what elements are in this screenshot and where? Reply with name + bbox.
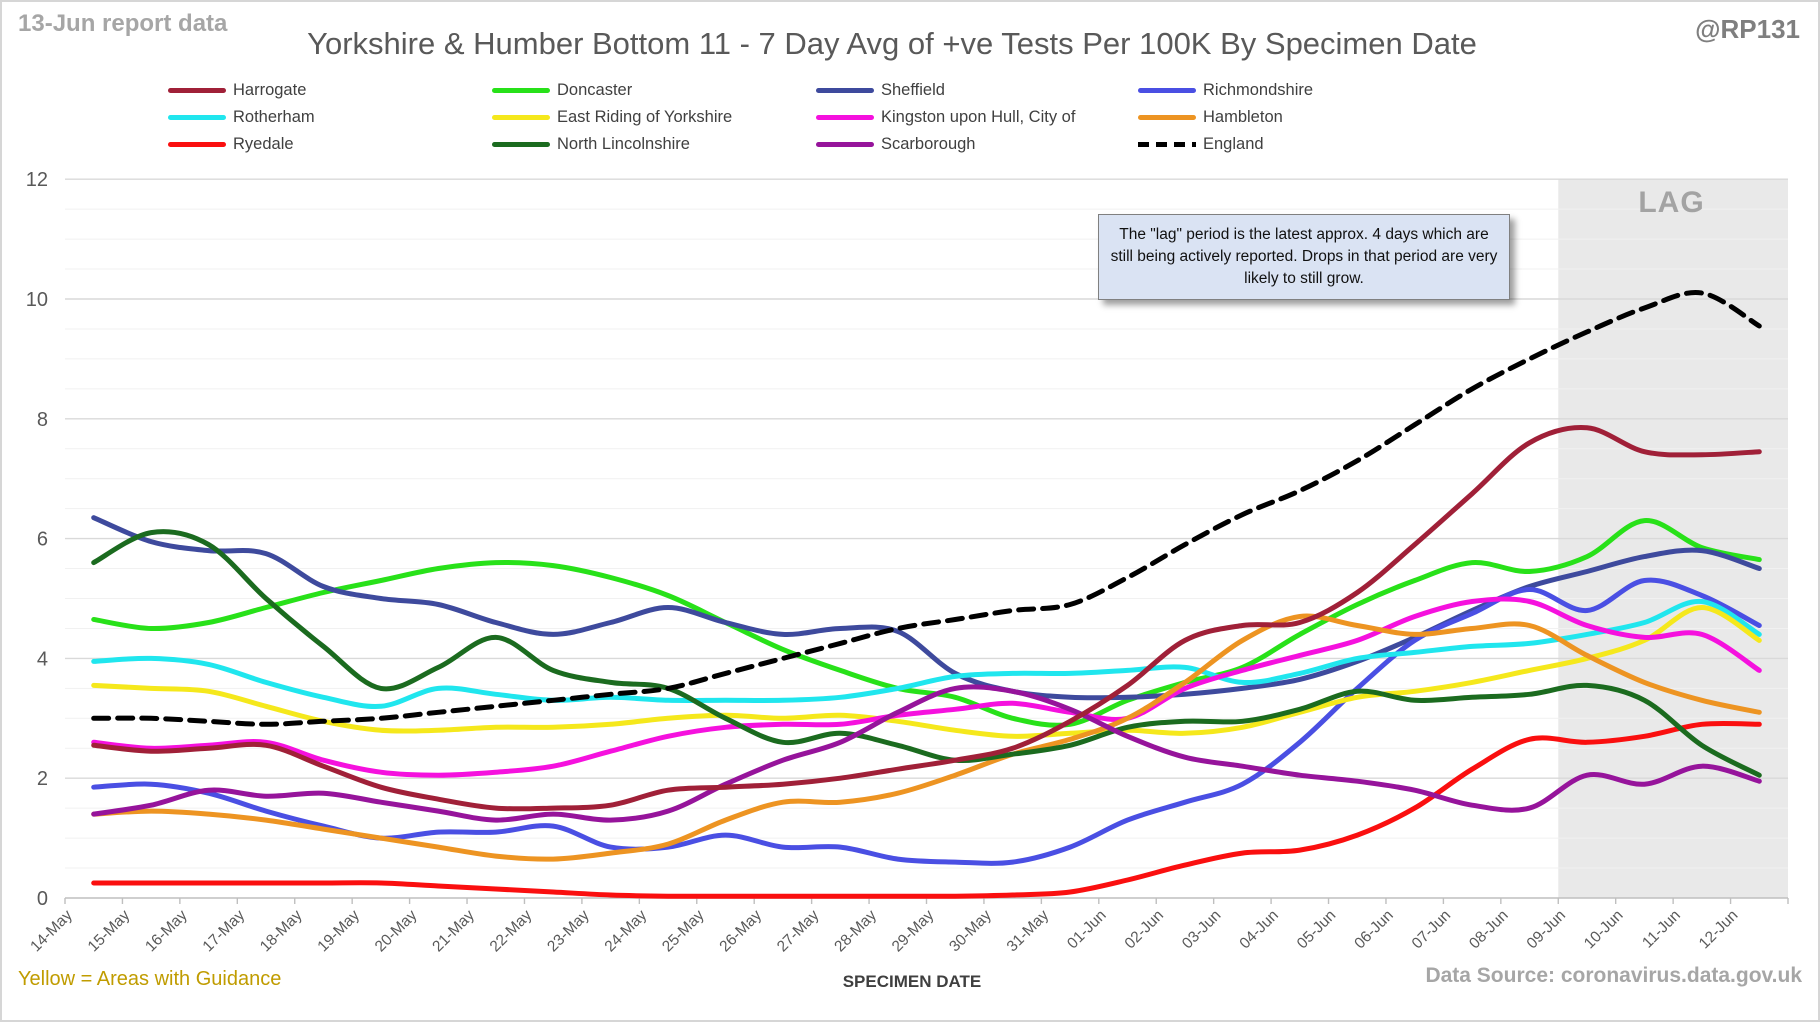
- data-source-note: Data Source: coronavirus.data.gov.uk: [1425, 964, 1802, 987]
- legend-label: Hambleton: [1203, 107, 1283, 126]
- x-tick-label: 17-May: [200, 907, 249, 956]
- legend-label: Kingston upon Hull, City of: [881, 107, 1076, 126]
- legend-label: Rotherham: [233, 107, 315, 126]
- x-tick-label: 27-May: [774, 907, 823, 956]
- x-tick-label: 29-May: [889, 907, 938, 956]
- series-line-kingston-upon-hull-city-of: [91, 596, 1762, 778]
- y-tick-label: 10: [26, 289, 48, 311]
- series-line-rotherham: [91, 598, 1762, 710]
- legend-swatch: [168, 87, 226, 93]
- series-line-north-lincolnshire: [91, 529, 1762, 778]
- x-tick-label: 10-Jun: [1581, 907, 1627, 953]
- series-line-england: [91, 290, 1762, 727]
- x-tick-label: 22-May: [487, 907, 536, 956]
- x-tick-label: 15-May: [85, 907, 134, 956]
- x-tick-label: 12-Jun: [1696, 907, 1742, 953]
- guidance-note: Yellow = Areas with Guidance: [18, 968, 282, 990]
- legend-label: England: [1203, 134, 1264, 153]
- x-tick-label: 20-May: [372, 907, 421, 956]
- y-tick-label: 8: [37, 409, 48, 431]
- legend-label: East Riding of Yorkshire: [557, 107, 733, 126]
- x-tick-label: 18-May: [257, 907, 306, 956]
- legend-label: Scarborough: [881, 134, 976, 153]
- legend-item-ryedale: Ryedale: [168, 134, 294, 154]
- lag-annotation-box: The "lag" period is the latest approx. 4…: [1098, 214, 1510, 300]
- series-line-scarborough: [91, 684, 1762, 823]
- y-tick-label: 4: [37, 648, 48, 670]
- x-tick-label: 02-Jun: [1122, 907, 1168, 953]
- legend-swatch: [492, 114, 550, 120]
- legend-swatch: [492, 87, 550, 93]
- legend-label: Ryedale: [233, 134, 294, 153]
- x-tick-label: 16-May: [142, 907, 191, 956]
- series-line-harrogate: [91, 425, 1762, 812]
- legend-item-north-lincolnshire: North Lincolnshire: [492, 134, 690, 154]
- x-tick-label: 05-Jun: [1294, 907, 1340, 953]
- legend-label: Harrogate: [233, 80, 307, 99]
- chart-title: Yorkshire & Humber Bottom 11 - 7 Day Avg…: [307, 26, 1477, 61]
- x-tick-label: 04-Jun: [1236, 907, 1282, 953]
- legend-item-england: England: [1138, 134, 1264, 154]
- series-line-sheffield: [91, 515, 1762, 701]
- series-line-hambleton: [91, 613, 1762, 862]
- legend-label: Richmondshire: [1203, 80, 1314, 99]
- series-line-east-riding-of-yorkshire: [91, 605, 1762, 739]
- x-tick-label: 21-May: [429, 907, 478, 956]
- legend-swatch: [1138, 141, 1196, 147]
- x-tick-label: 06-Jun: [1351, 907, 1397, 953]
- x-tick-label: 14-May: [27, 907, 76, 956]
- author-handle: @RP131: [1695, 14, 1800, 44]
- legend-item-scarborough: Scarborough: [816, 134, 975, 154]
- x-tick-label: 26-May: [716, 907, 765, 956]
- y-tick-label: 12: [26, 169, 48, 191]
- legend-swatch: [492, 141, 550, 147]
- legend-item-hambleton: Hambleton: [1138, 107, 1283, 127]
- y-tick-label: 0: [37, 888, 48, 910]
- legend-label: Doncaster: [557, 80, 633, 99]
- legend-swatch: [1138, 114, 1196, 120]
- legend-swatch: [168, 114, 226, 120]
- legend-item-doncaster: Doncaster: [492, 80, 632, 100]
- legend-label: Sheffield: [881, 80, 945, 99]
- legend-swatch: [816, 114, 874, 120]
- x-tick-label: 09-Jun: [1524, 907, 1570, 953]
- lag-region-label: LAG: [1638, 186, 1705, 219]
- legend-item-richmondshire: Richmondshire: [1138, 80, 1313, 100]
- x-tick-label: 01-Jun: [1064, 907, 1110, 953]
- x-tick-label: 19-May: [314, 907, 363, 956]
- x-tick-label: 31-May: [1004, 907, 1053, 956]
- legend-item-sheffield: Sheffield: [816, 80, 945, 100]
- x-tick-label: 23-May: [544, 907, 593, 956]
- legend-item-rotherham: Rotherham: [168, 107, 315, 127]
- legend-swatch: [816, 87, 874, 93]
- x-tick-label: 07-Jun: [1409, 907, 1455, 953]
- legend-swatch: [1138, 87, 1196, 93]
- series-line-ryedale: [91, 720, 1762, 899]
- x-tick-label: 24-May: [602, 907, 651, 956]
- x-axis-title: SPECIMEN DATE: [842, 972, 982, 991]
- y-tick-label: 6: [37, 529, 48, 551]
- y-tick-label: 2: [37, 768, 48, 790]
- legend-label: North Lincolnshire: [557, 134, 690, 153]
- legend-swatch: [168, 141, 226, 147]
- legend-item-kingston-upon-hull-city-of: Kingston upon Hull, City of: [816, 107, 1075, 127]
- report-date-note: 13-Jun report data: [18, 10, 228, 37]
- legend-item-east-riding-of-yorkshire: East Riding of Yorkshire: [492, 107, 732, 127]
- x-tick-label: 08-Jun: [1466, 907, 1512, 953]
- x-tick-label: 11-Jun: [1639, 907, 1684, 952]
- x-tick-label: 25-May: [659, 907, 708, 956]
- x-tick-label: 28-May: [831, 907, 880, 956]
- legend-item-harrogate: Harrogate: [168, 80, 306, 100]
- x-tick-label: 30-May: [946, 907, 995, 956]
- x-tick-label: 03-Jun: [1179, 907, 1225, 953]
- legend-swatch: [816, 141, 874, 147]
